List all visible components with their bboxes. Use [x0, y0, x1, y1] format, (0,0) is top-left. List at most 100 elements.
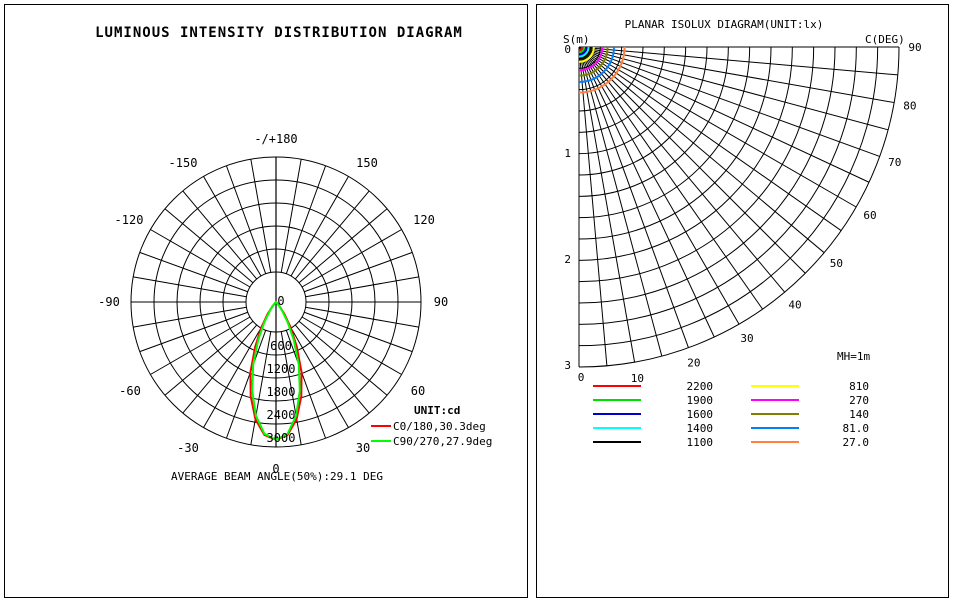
angle-label-m60: -60	[119, 384, 141, 398]
angle-label-60: 60	[411, 384, 425, 398]
legend-label-c0: C0/180,30.3deg	[393, 420, 486, 433]
iso-contour	[578, 46, 626, 94]
polar-spoke	[280, 331, 302, 445]
legend-value: 140	[849, 408, 869, 421]
radial-tick-label: 0	[277, 294, 284, 308]
iso-radial	[578, 46, 870, 183]
polar-spoke	[203, 327, 262, 428]
s-tick-labels: 0 1 2 3	[564, 43, 571, 372]
iso-radial	[578, 46, 898, 76]
polar-spoke	[301, 229, 402, 288]
polar-spoke	[182, 190, 258, 280]
unit-label: UNIT:cd	[414, 404, 460, 417]
polar-spoke	[285, 330, 327, 439]
iso-contour	[578, 46, 609, 77]
polar-spoke	[139, 251, 248, 293]
angle-label-150: 150	[356, 156, 378, 170]
c-axis-label: C(DEG)	[865, 33, 905, 46]
polar-curves	[249, 300, 303, 441]
polar-grid	[130, 156, 422, 448]
isolux-contours	[578, 46, 626, 94]
iso-contour	[578, 46, 595, 63]
polar-spoke	[290, 327, 349, 428]
angle-label-bottom: 0	[272, 462, 279, 476]
c-tick-label: 50	[830, 257, 843, 270]
iso-radial	[578, 46, 806, 274]
legend-value: 1400	[687, 422, 714, 435]
legend-value: 1900	[687, 394, 714, 407]
iso-contour	[578, 46, 604, 72]
radial-tick-label: 2400	[267, 408, 296, 422]
c-tick-label: 10	[631, 372, 644, 385]
isolux-chart: PLANAR ISOLUX DIAGRAM(UNIT:lx) S(m) C(DE…	[563, 18, 922, 449]
iso-radial	[578, 46, 740, 325]
iso-radial	[578, 46, 786, 293]
mh-label: MH=1m	[837, 350, 870, 363]
s-tick-label: 1	[564, 147, 571, 160]
polar-spoke	[225, 165, 267, 274]
iso-radial	[578, 46, 857, 208]
iso-contour	[578, 46, 584, 52]
c-tick-label: 80	[903, 99, 916, 112]
polar-spoke	[250, 331, 272, 445]
iso-contour	[578, 46, 590, 58]
c-tick-label: 40	[788, 298, 801, 311]
s-tick-label: 3	[564, 359, 571, 372]
s-tick-label: 2	[564, 253, 571, 266]
polar-spoke	[305, 276, 419, 298]
legend-label-c90: C90/270,27.9deg	[393, 435, 492, 448]
polar-spoke	[225, 330, 267, 439]
legend-value: 1600	[687, 408, 714, 421]
polar-spoke	[164, 320, 254, 396]
radial-tick-label: 3000	[267, 431, 296, 445]
angle-label-m90: -90	[98, 295, 120, 309]
angle-label-90: 90	[434, 295, 448, 309]
angle-label-top: -/+180	[254, 132, 297, 146]
legend-value: 2200	[687, 380, 714, 393]
legend-value: 27.0	[843, 436, 870, 449]
iso-radial	[578, 46, 608, 366]
polar-curve-c90	[251, 300, 301, 441]
radial-tick-label: 1200	[267, 362, 296, 376]
intensity-panel: LUMINOUS INTENSITY DISTRIBUTION DIAGRAM …	[4, 4, 528, 598]
c-tick-label: 30	[740, 332, 753, 345]
legend-value: 1100	[687, 436, 714, 449]
c-tick-label: 60	[863, 209, 876, 222]
polar-spoke	[182, 324, 258, 414]
isolux-panel: PLANAR ISOLUX DIAGRAM(UNIT:lx) S(m) C(DE…	[536, 4, 949, 598]
angle-label-m150: -150	[169, 156, 198, 170]
radial-tick-label: 600	[270, 339, 292, 353]
polar-spoke	[304, 251, 413, 293]
iso-radial	[578, 46, 889, 131]
angle-label-m120: -120	[115, 213, 144, 227]
iso-radial	[578, 46, 715, 338]
angle-label-m30: -30	[177, 441, 199, 455]
polar-intensity-chart: LUMINOUS INTENSITY DISTRIBUTION DIAGRAM …	[95, 25, 492, 483]
iso-contour	[578, 46, 588, 56]
iso-radial	[578, 46, 842, 231]
polar-spoke	[298, 320, 388, 396]
polar-spoke	[294, 190, 370, 280]
polar-spoke	[305, 306, 419, 328]
polar-spoke	[139, 311, 248, 353]
polar-chart-title: LUMINOUS INTENSITY DISTRIBUTION DIAGRAM	[95, 25, 463, 41]
polar-spoke	[164, 208, 254, 284]
iso-radial	[578, 46, 895, 104]
polar-spoke	[203, 176, 262, 277]
radial-tick-labels: 0 600 1200 1800 2400 3000	[267, 294, 296, 445]
polar-spoke	[250, 159, 272, 273]
polar-spoke	[150, 316, 251, 375]
iso-radial	[578, 46, 663, 357]
angle-label-30: 30	[356, 441, 370, 455]
iso-radial	[578, 46, 689, 348]
polar-spoke	[304, 311, 413, 353]
iso-contour	[578, 46, 592, 60]
s-tick-label: 0	[564, 43, 571, 56]
angle-label-120: 120	[413, 213, 435, 227]
isolux-grid	[578, 46, 900, 368]
polar-spoke	[150, 229, 251, 288]
iso-contour	[578, 46, 615, 83]
iso-radial	[578, 46, 880, 157]
iso-radial	[578, 46, 825, 254]
